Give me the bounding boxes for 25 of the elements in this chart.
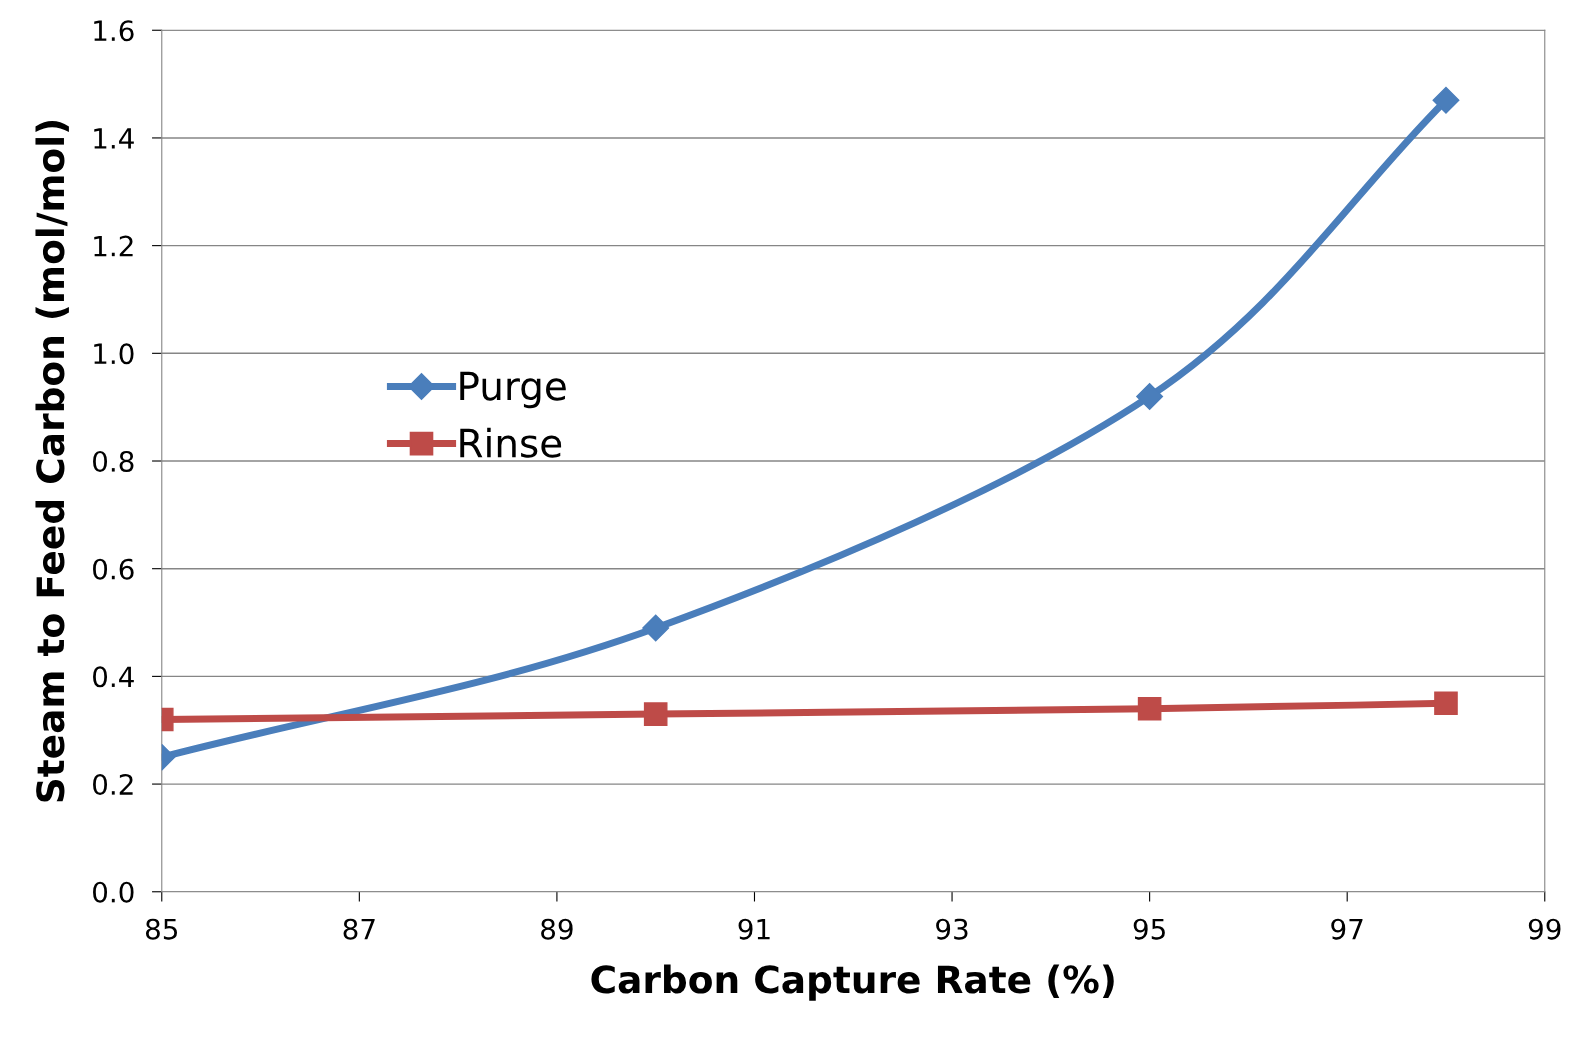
x-tick-label: 87	[343, 918, 375, 940]
y-tick-label: 1.0	[94, 343, 134, 365]
x-axis-title: Carbon Capture Rate (%)	[591, 964, 1114, 1001]
y-tick-label: 0.2	[93, 774, 133, 796]
y-axis-title: Steam to Feed Carbon (mol/mol)	[35, 121, 69, 802]
y-tick-label: 0.0	[93, 881, 134, 903]
y-tick-label: 0.8	[93, 450, 134, 472]
legend-label: Purge	[460, 371, 566, 409]
x-tick-label: 99	[1528, 918, 1561, 940]
x-tick-label: 97	[1331, 918, 1363, 940]
y-tick-label: 0.6	[93, 558, 134, 580]
point	[1136, 382, 1164, 410]
y-tick-label: 1.6	[94, 20, 134, 42]
y-tick-label: 0.4	[93, 666, 134, 688]
y-tick-label: 1.2	[94, 235, 133, 257]
point	[1434, 691, 1458, 716]
legend-label: Rinse	[460, 427, 562, 458]
y-tick-label: 1.4	[94, 128, 134, 149]
x-tick-label: 95	[1133, 918, 1165, 940]
x-tick-label: 85	[145, 918, 178, 940]
point	[1137, 696, 1162, 721]
point	[1432, 86, 1460, 114]
x-tick-label: 89	[541, 918, 573, 940]
x-tick-label: 93	[936, 918, 968, 940]
x-tick-label: 91	[738, 918, 770, 940]
